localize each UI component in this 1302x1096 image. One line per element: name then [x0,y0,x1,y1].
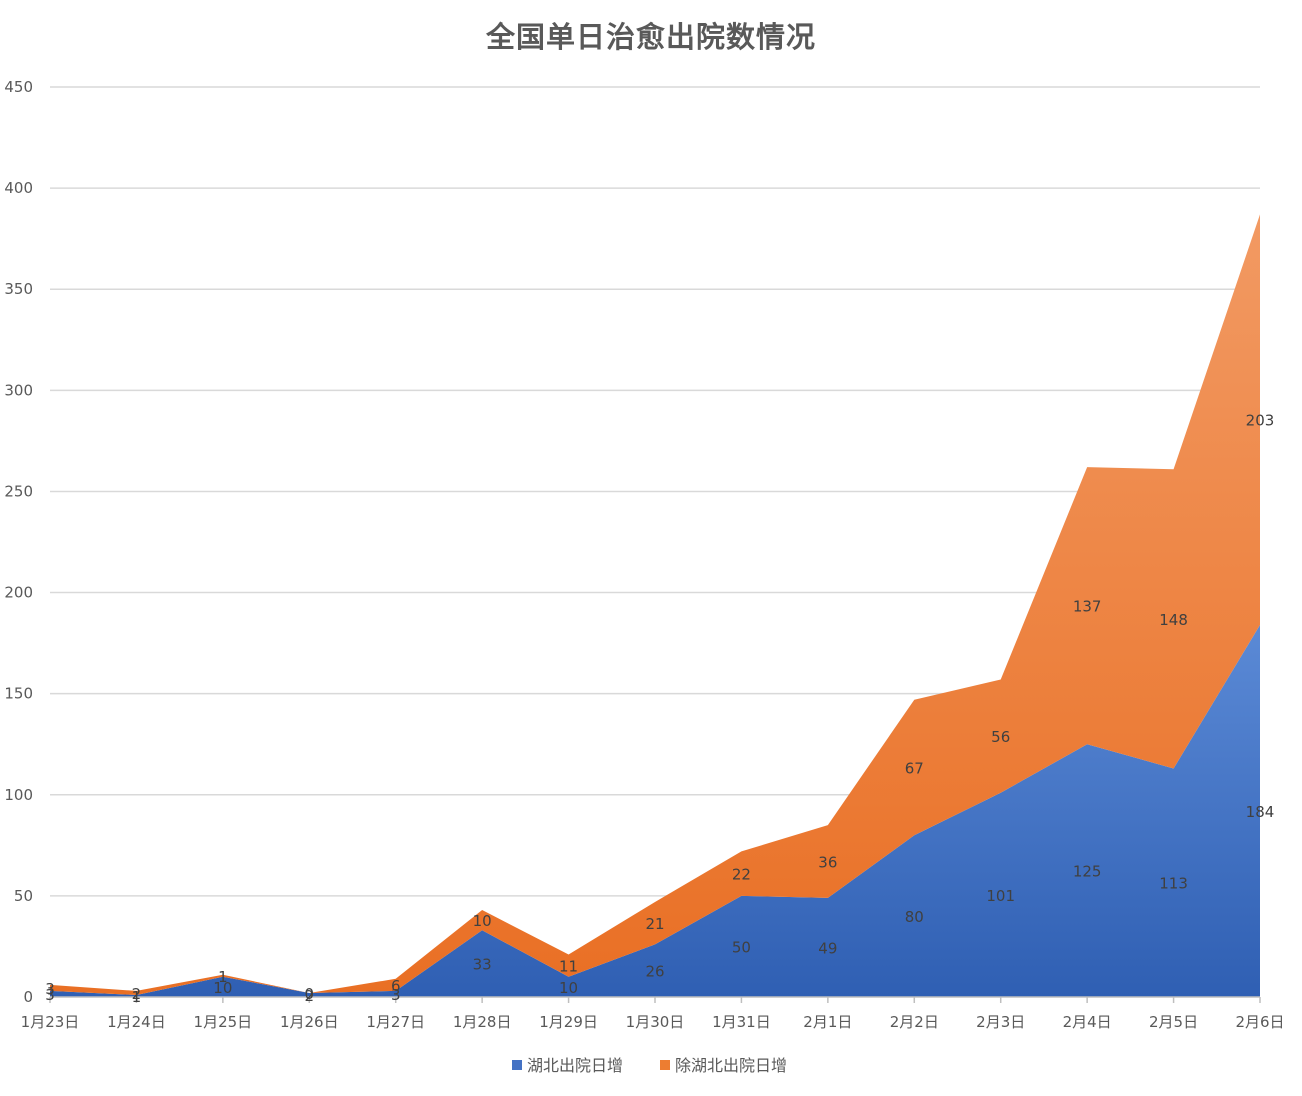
data-label-non-hubei: 11 [559,958,578,976]
chart-title: 全国单日治愈出院数情况 [485,20,816,54]
legend-label: 除湖北出院日增 [675,1056,787,1075]
data-label-hubei: 184 [1246,803,1275,821]
x-tick-label: 2月2日 [890,1013,939,1031]
data-label-hubei: 3 [45,986,55,1004]
data-label-hubei: 2 [305,987,315,1005]
y-tick-label: 0 [23,988,33,1006]
x-tick-label: 1月24日 [107,1013,166,1031]
data-label-hubei: 101 [986,887,1015,905]
data-label-hubei: 80 [905,908,924,926]
data-label-non-hubei: 67 [905,759,924,777]
data-label-hubei: 10 [213,979,232,997]
legend-swatch [660,1060,670,1070]
data-label-non-hubei: 10 [473,912,492,930]
x-tick-label: 2月5日 [1149,1013,1198,1031]
x-tick-label: 1月29日 [539,1013,598,1031]
x-tick-label: 2月3日 [976,1013,1025,1031]
data-label-non-hubei: 6 [391,977,401,995]
data-label-non-hubei: 148 [1159,611,1188,629]
x-tick-label: 1月31日 [712,1013,771,1031]
legend-label: 湖北出院日增 [527,1056,623,1075]
legend-swatch [512,1060,522,1070]
x-tick-label: 1月26日 [280,1013,339,1031]
data-label-non-hubei: 137 [1073,598,1102,616]
data-label-hubei: 1 [132,988,142,1006]
x-tick-label: 2月4日 [1063,1013,1112,1031]
y-tick-label: 400 [4,179,33,197]
y-tick-label: 200 [4,584,33,602]
data-label-hubei: 49 [818,939,837,957]
data-label-non-hubei: 0 [305,985,315,1003]
y-tick-label: 450 [4,78,33,96]
x-tick-label: 1月23日 [21,1013,80,1031]
data-label-hubei: 33 [473,956,492,974]
data-label-hubei: 3 [391,986,401,1004]
x-tick-label: 1月30日 [626,1013,685,1031]
x-tick-label: 1月27日 [366,1013,425,1031]
y-tick-label: 250 [4,482,33,500]
x-tick-label: 2月1日 [803,1013,852,1031]
data-label-hubei: 113 [1159,875,1188,893]
data-label-non-hubei: 2 [132,985,142,1003]
data-label-non-hubei: 56 [991,728,1010,746]
data-label-hubei: 10 [559,979,578,997]
data-label-non-hubei: 22 [732,866,751,884]
legend: 湖北出院日增 除湖北出院日增 [512,1056,787,1075]
y-tick-label: 300 [4,381,33,399]
data-label-non-hubei: 1 [218,968,228,986]
y-tick-label: 350 [4,280,33,298]
data-label-non-hubei: 3 [45,980,55,998]
x-tick-label: 2月6日 [1235,1013,1284,1031]
data-label-non-hubei: 203 [1246,412,1275,430]
data-label-hubei: 26 [645,963,664,981]
series-area-hubei [50,624,1260,997]
y-tick-label: 100 [4,786,33,804]
data-label-non-hubei: 21 [645,915,664,933]
grid-layer [50,86,1260,897]
x-tick-label: 1月28日 [453,1013,512,1031]
data-label-hubei: 50 [732,938,751,956]
data-label-non-hubei: 36 [818,854,837,872]
y-tick-label: 150 [4,685,33,703]
x-tick-label: 1月25日 [194,1013,253,1031]
y-tick-label: 50 [14,887,33,905]
series-area-non-hubei [50,214,1260,995]
area-layer [50,214,1260,997]
data-label-hubei: 125 [1073,863,1102,881]
